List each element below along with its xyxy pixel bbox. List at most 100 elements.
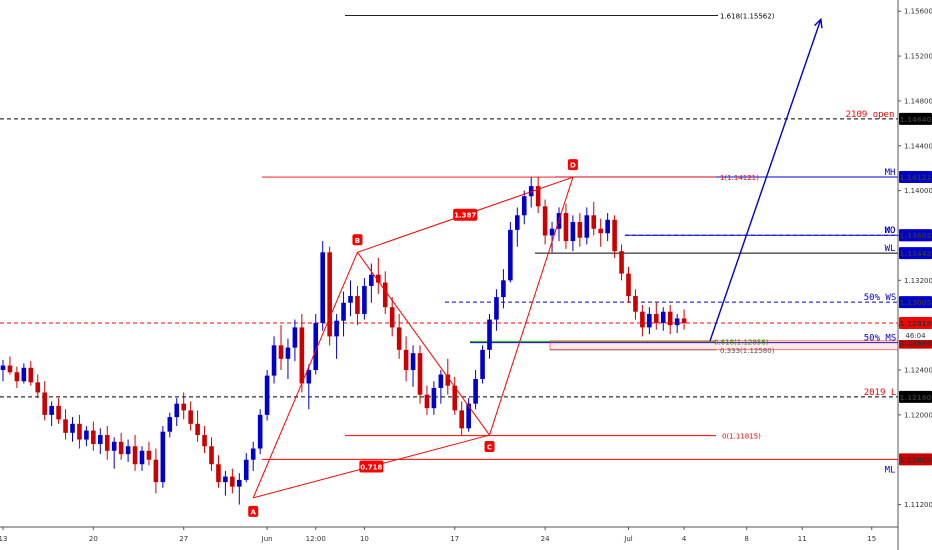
- point-label: B: [355, 237, 360, 245]
- price-tag-bg: [899, 247, 932, 260]
- candle: [417, 345, 423, 404]
- price-tick-label: 1.12000: [904, 411, 932, 419]
- time-tick-label: Jul: [623, 535, 633, 543]
- price-tag-bg: [899, 296, 932, 309]
- price-tag-mo: 1.13602: [899, 229, 932, 242]
- candle: [674, 313, 680, 334]
- candle: [195, 410, 200, 442]
- candle-body: [674, 318, 680, 326]
- candle: [313, 313, 319, 375]
- candle: [535, 177, 541, 214]
- candle-body: [139, 450, 145, 465]
- candle-body: [382, 282, 388, 308]
- projection-arrow-line[interactable]: [709, 18, 822, 342]
- candle: [250, 441, 256, 471]
- candle: [202, 426, 207, 453]
- candle-body: [431, 387, 437, 409]
- candle-body: [320, 252, 325, 323]
- candle: [237, 473, 242, 505]
- point-label: A: [250, 508, 256, 516]
- candle: [654, 302, 659, 330]
- candle-body: [612, 219, 617, 252]
- candle-body: [577, 222, 583, 238]
- candle-body: [515, 215, 520, 230]
- candle-body: [584, 215, 590, 238]
- candle-body: [250, 448, 256, 460]
- candle-body: [341, 302, 346, 321]
- candle: [403, 336, 409, 382]
- candle: [501, 269, 506, 309]
- ratio-bg: [453, 208, 478, 221]
- candle: [257, 409, 263, 455]
- price-axis: 1.15600 1.15200 1.14800 1.14400 1.14000 1.136…: [897, 0, 932, 550]
- candle-body: [501, 280, 506, 298]
- candle-body: [237, 479, 242, 487]
- candle-body: [299, 327, 305, 384]
- candle: [605, 213, 610, 242]
- price-tick-label: 1.11200: [904, 501, 932, 509]
- candle-body: [494, 297, 499, 320]
- fib-label: 1.618(1.15562): [720, 12, 775, 20]
- candle-body: [223, 476, 228, 483]
- candle-body: [84, 430, 89, 440]
- fib-label: 0.618(1.12856): [714, 338, 769, 346]
- candle-body: [327, 252, 332, 337]
- candle-body: [369, 274, 374, 286]
- price-tick-label: 1.15200: [904, 53, 932, 61]
- price-tick-label: 1.14000: [904, 187, 932, 195]
- pattern-line: [357, 251, 490, 436]
- candle: [230, 468, 235, 494]
- candle-body: [146, 450, 152, 460]
- candle: [49, 401, 54, 427]
- candle-body: [598, 228, 603, 234]
- candle-body: [487, 319, 492, 350]
- candle: [167, 412, 173, 438]
- candle-body: [7, 365, 13, 373]
- candle: [452, 376, 458, 415]
- candle: [410, 345, 416, 387]
- candle-body: [181, 403, 186, 411]
- candle: [77, 414, 82, 449]
- candle-body: [647, 313, 652, 328]
- candle: [570, 215, 576, 252]
- level-label-2019-open: 2109 open: [846, 110, 895, 120]
- candle: [285, 338, 291, 379]
- candle-body: [160, 431, 166, 483]
- candle-body: [438, 374, 444, 388]
- point-label: D: [570, 162, 576, 170]
- candle-body: [626, 273, 631, 297]
- candle: [341, 291, 346, 337]
- time-axis: 13 20 27 Jun 12:00 10 17 24 Jul 4 8 11 15: [0, 526, 898, 543]
- candle-body: [403, 349, 409, 371]
- candle: [348, 280, 353, 317]
- candle-body: [348, 296, 353, 303]
- price-tag-text: 1.12644: [900, 340, 932, 348]
- abcd-pattern[interactable]: A B C D 0.718 1.387: [248, 159, 578, 517]
- candle-body: [35, 382, 41, 393]
- candle-body: [209, 446, 214, 465]
- candle: [362, 278, 367, 320]
- candle: [459, 401, 464, 436]
- time-tick-label: Jun: [261, 535, 273, 543]
- ratio-text: 0.718: [360, 463, 382, 471]
- candle: [369, 263, 374, 303]
- price-tick-label: 1.14400: [904, 142, 932, 150]
- candle-body: [167, 417, 173, 432]
- price-tick-label: 1.12400: [904, 367, 932, 375]
- candle-body: [508, 229, 513, 281]
- candle-body: [619, 251, 624, 274]
- candle: [21, 363, 27, 384]
- candle: [626, 266, 631, 303]
- candle-body: [243, 459, 249, 480]
- price-tag-text: 1.14640: [900, 116, 932, 124]
- price-tag-bg: [899, 453, 932, 466]
- price-tag-bg: [899, 112, 932, 125]
- candle: [376, 257, 381, 294]
- candle: [563, 204, 569, 249]
- candle-body: [521, 196, 527, 216]
- price-tag-wl: 1.13443: [899, 247, 932, 260]
- candle-body: [21, 367, 27, 382]
- candle: [681, 309, 687, 330]
- time-tick-label: 4: [682, 535, 687, 543]
